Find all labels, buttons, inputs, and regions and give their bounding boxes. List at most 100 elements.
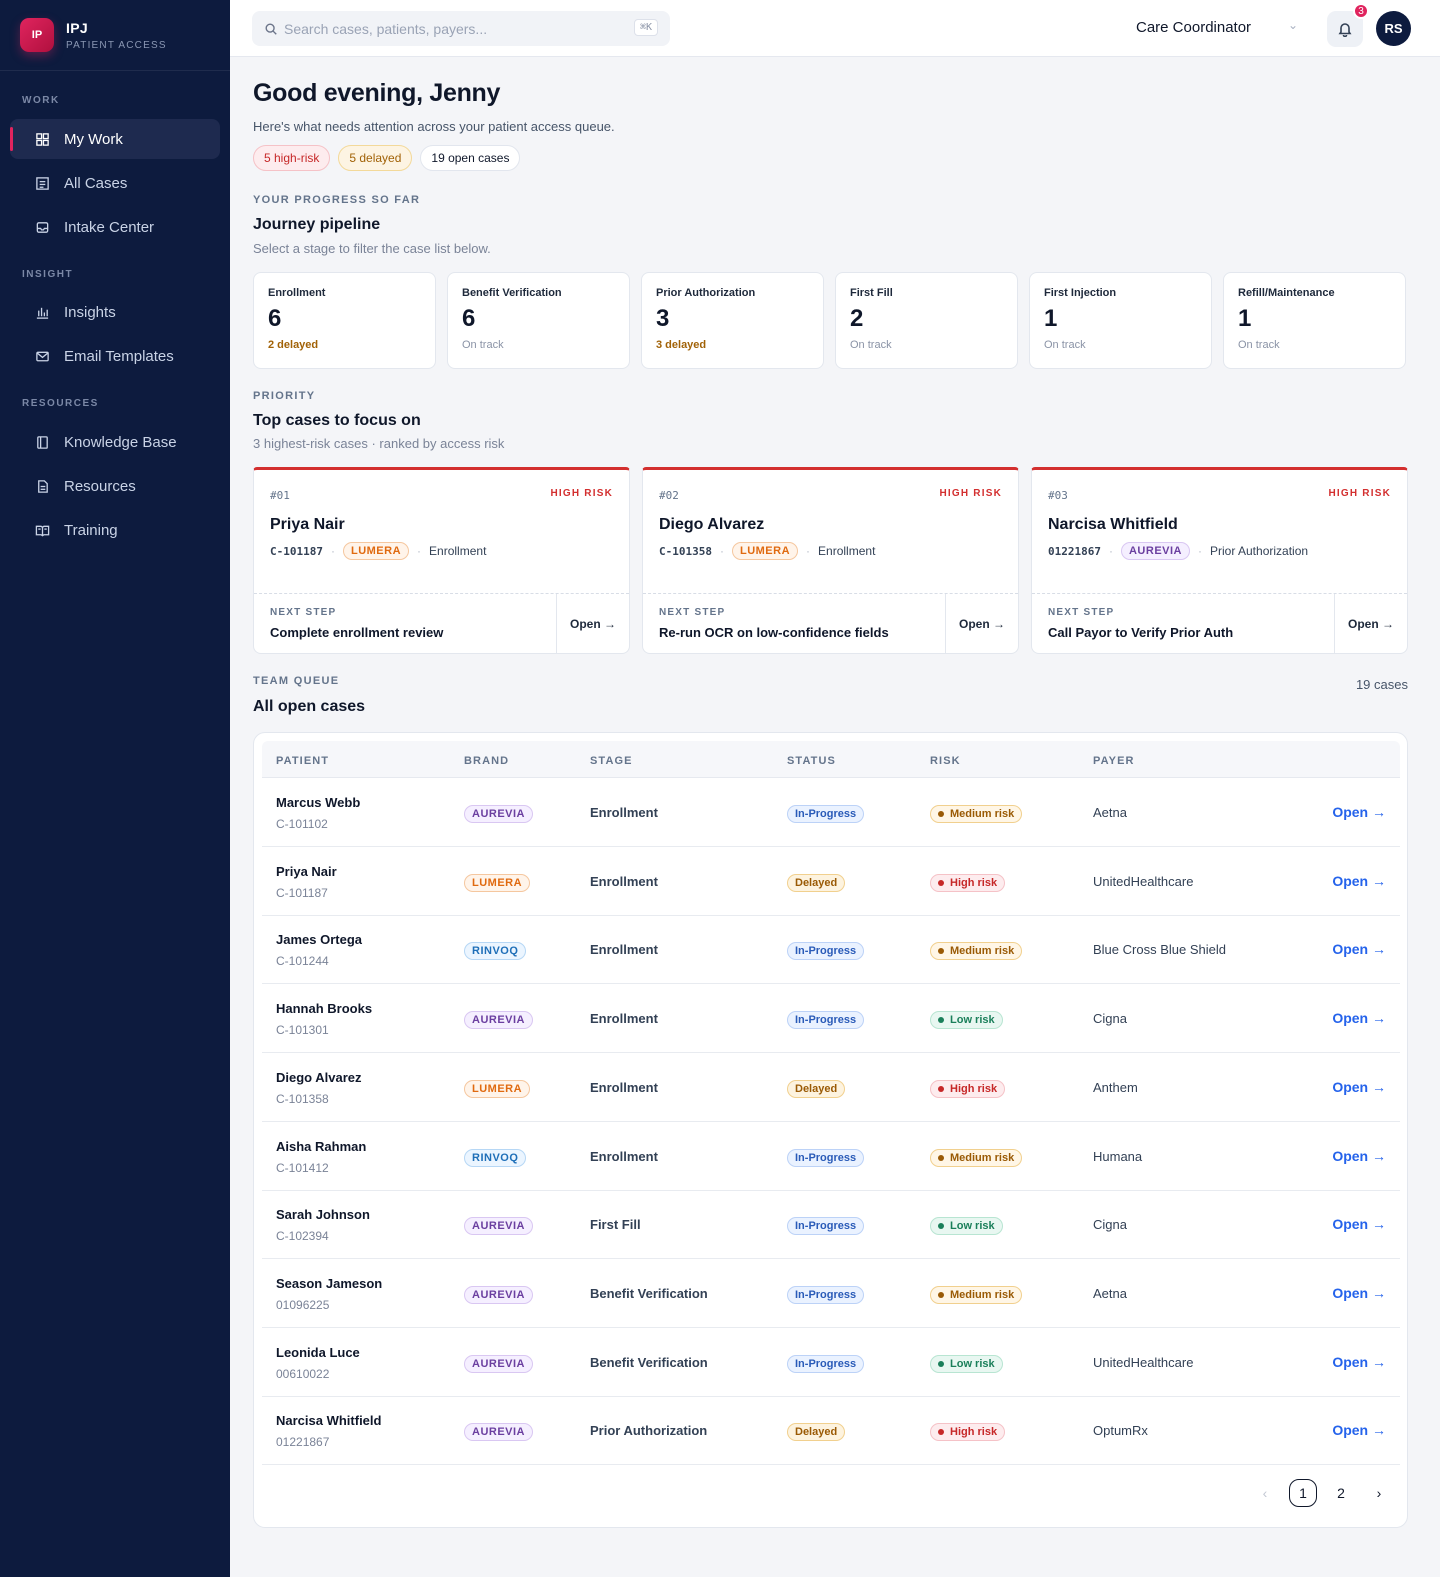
risk-badge: Medium risk <box>930 805 1023 823</box>
risk-badge: Low risk <box>930 1217 1003 1236</box>
table-row[interactable]: Narcisa Whitfield 01221867 AUREVIA Prior Au… <box>262 1396 1400 1466</box>
priority-case-card[interactable]: #03 HIGH RISK Narcisa Whitfield 01221867… <box>1031 467 1408 654</box>
risk-badge: High risk <box>930 873 1006 892</box>
column-header[interactable]: RISK <box>930 755 961 767</box>
column-header[interactable]: PAYER <box>1093 755 1135 767</box>
open-case-button[interactable]: Open → <box>1334 594 1407 653</box>
sidebar-item-insights[interactable]: Insights <box>10 292 220 332</box>
sidebar-item-my-work[interactable]: My Work <box>10 119 220 159</box>
open-case-link[interactable]: Open → <box>1332 1422 1386 1439</box>
stage-card-enrollment[interactable]: Enrollment 6 2 delayed <box>253 272 436 369</box>
open-case-link[interactable]: Open → <box>1332 1078 1386 1095</box>
next-page-button[interactable]: › <box>1376 1485 1382 1501</box>
stage-card-first-fill[interactable]: First Fill 2 On track <box>835 272 1018 369</box>
page-button[interactable]: 1 <box>1289 1479 1317 1507</box>
open-case-link[interactable]: Open → <box>1332 941 1386 958</box>
brand-badge: AUREVIA <box>464 1217 534 1236</box>
column-header[interactable]: STAGE <box>590 755 633 767</box>
nav-section-work: WORK <box>22 95 60 106</box>
sidebar-item-label: Knowledge Base <box>64 433 177 451</box>
table-row[interactable]: James Ortega C-101244 RINVOQ Enrollment In-P… <box>262 915 1400 985</box>
patient-name: Priya Nair <box>270 516 345 533</box>
payer-name: Cigna <box>1093 1011 1127 1027</box>
page-button[interactable]: 2 <box>1337 1485 1345 1501</box>
patient-name: Hannah Brooks <box>276 1001 373 1017</box>
stage-count: 3 <box>656 305 670 332</box>
table-row[interactable]: Diego Alvarez C-101358 LUMERA Enrollment Del… <box>262 1053 1400 1122</box>
search-input[interactable] <box>284 20 614 37</box>
open-cases-chip[interactable]: 19 open cases <box>420 145 521 171</box>
sidebar-item-label: Intake Center <box>64 218 155 236</box>
stage-name: First Fill <box>850 287 893 299</box>
search-bar[interactable]: ⌘K <box>252 11 670 46</box>
patient-name: Marcus Webb <box>276 795 361 810</box>
open-case-link[interactable]: Open → <box>1332 872 1386 889</box>
sidebar-item-label: My Work <box>64 130 123 148</box>
brand-badge: RINVOQ <box>464 1148 527 1167</box>
status-badge: Delayed <box>787 873 846 892</box>
table-row[interactable]: Sarah Johnson C-102394 AUREVIA First Fill In… <box>262 1190 1400 1260</box>
sidebar-item-training[interactable]: Training <box>10 510 220 550</box>
stage-card-prior-authorization[interactable]: Prior Authorization 3 3 delayed <box>641 272 824 369</box>
risk-badge: Low risk <box>930 1011 1003 1030</box>
open-case-link[interactable]: Open → <box>1332 1353 1386 1370</box>
payer-name: Blue Cross Blue Shield <box>1093 942 1226 958</box>
next-step-label: NEXT STEP <box>1048 607 1115 618</box>
table-row[interactable]: Season Jameson 01096225 AUREVIA Benefit Ver… <box>262 1259 1400 1328</box>
open-case-button[interactable]: Open → <box>556 594 629 653</box>
stage-card-benefit-verification[interactable]: Benefit Verification 6 On track <box>447 272 630 369</box>
brand-subtitle: PATIENT ACCESS <box>66 39 167 51</box>
stage-card-first-injection[interactable]: First Injection 1 On track <box>1029 272 1212 369</box>
open-case-link[interactable]: Open → <box>1332 1216 1386 1233</box>
prev-page-button[interactable]: ‹ <box>1262 1485 1268 1501</box>
case-stage: Prior Authorization <box>1210 544 1309 558</box>
open-case-button[interactable]: Open → <box>945 594 1018 653</box>
sidebar-item-label: Insights <box>64 303 116 321</box>
column-header[interactable]: PATIENT <box>276 755 330 767</box>
stage-card-refill-maintenance[interactable]: Refill/Maintenance 1 On track <box>1223 272 1406 369</box>
stage-status: On track <box>1238 339 1280 351</box>
sidebar-item-label: Resources <box>64 477 136 495</box>
open-case-link[interactable]: Open → <box>1332 1284 1386 1301</box>
table-row[interactable]: Hannah Brooks C-101301 AUREVIA Enrollment In… <box>262 984 1400 1054</box>
sidebar-item-email-templates[interactable]: Email Templates <box>10 336 220 376</box>
search-icon <box>264 22 278 36</box>
case-stage: Enrollment <box>590 1011 658 1027</box>
high-risk-chip[interactable]: 5 high-risk <box>253 145 331 171</box>
brand-logo[interactable]: IP <box>20 18 54 52</box>
sidebar-item-resources[interactable]: Resources <box>10 466 220 506</box>
table-row[interactable]: Leonida Luce 00610022 AUREVIA Benefit Verif… <box>262 1328 1400 1397</box>
role-selector[interactable]: Care Coordinator <box>1136 19 1252 36</box>
queue-eyebrow: TEAM QUEUE <box>253 675 340 687</box>
delayed-chip[interactable]: 5 delayed <box>338 145 413 171</box>
sidebar-item-all-cases[interactable]: All Cases <box>10 163 220 203</box>
sidebar-item-label: Training <box>64 521 118 539</box>
grid-icon <box>34 131 50 147</box>
stage-count: 2 <box>850 305 864 332</box>
priority-case-card[interactable]: #02 HIGH RISK Diego Alvarez C-101358 · L… <box>642 467 1019 654</box>
table-row[interactable]: Priya Nair C-101187 LUMERA Enrollment Delaye… <box>262 847 1400 916</box>
pipeline-subtitle: Select a stage to filter the case list b… <box>253 241 491 256</box>
sidebar-item-knowledge-base[interactable]: Knowledge Base <box>10 422 220 462</box>
brand-badge: LUMERA <box>342 542 410 560</box>
priority-subtitle: 3 highest-risk cases · ranked by access … <box>253 436 505 451</box>
chevron-down-icon[interactable]: ⌄ <box>1288 18 1299 32</box>
column-header[interactable]: BRAND <box>464 755 510 767</box>
table-row[interactable]: Marcus Webb C-101102 AUREVIA Enrollment In-P… <box>262 778 1400 847</box>
sidebar-item-intake-center[interactable]: Intake Center <box>10 207 220 247</box>
open-case-link[interactable]: Open → <box>1332 1010 1386 1027</box>
status-badge: Delayed <box>787 1079 846 1098</box>
stage-status: 3 delayed <box>656 339 707 351</box>
table-row[interactable]: Aisha Rahman C-101412 RINVOQ Enrollment In-P… <box>262 1122 1400 1191</box>
open-case-link[interactable]: Open → <box>1332 1147 1386 1164</box>
avatar[interactable]: RS <box>1376 11 1411 46</box>
column-header[interactable]: STATUS <box>787 755 836 767</box>
case-stage: Enrollment <box>590 942 658 958</box>
open-case-link[interactable]: Open → <box>1332 804 1386 820</box>
next-step-text: Complete enrollment review <box>270 625 444 640</box>
shortcut-hint: ⌘K <box>633 19 658 36</box>
page-subtitle: Here's what needs attention across your … <box>253 119 615 134</box>
priority-case-card[interactable]: #01 HIGH RISK Priya Nair C-101187 · LUME… <box>253 467 630 654</box>
risk-label: HIGH RISK <box>939 488 1002 499</box>
case-rank: #02 <box>659 489 679 502</box>
